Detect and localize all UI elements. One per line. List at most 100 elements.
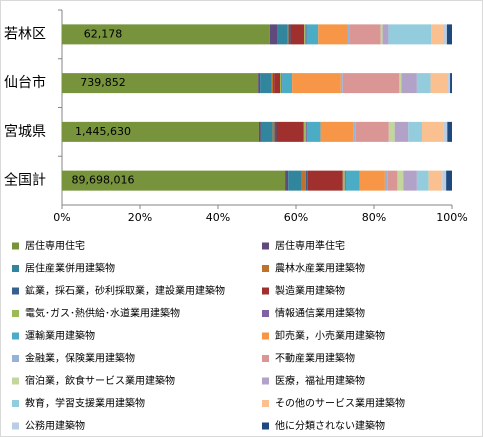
x-tick-label: 20%	[128, 211, 152, 224]
bar-segment	[318, 24, 348, 45]
bar-label: 739,852	[80, 76, 126, 89]
bar-segment	[276, 121, 304, 142]
bar-segment	[359, 170, 385, 191]
bar-segment	[306, 121, 321, 142]
bar-segment	[306, 24, 319, 45]
legend-label: 鉱業，採石業，砂利採取業，建設業用建築物	[25, 284, 225, 297]
legend-swatch	[12, 265, 19, 272]
legend-label: 不動産業用建築物	[275, 352, 355, 365]
legend-swatch	[262, 310, 269, 317]
x-tick-label: 100%	[436, 211, 467, 224]
bar-segment	[349, 24, 381, 45]
x-tick-label: 80%	[362, 211, 386, 224]
y-tick-label: 仙台市	[4, 74, 46, 91]
legend-label: 居住専用準住宅	[275, 239, 345, 252]
x-tick-label: 60%	[284, 211, 308, 224]
bar-segment	[305, 170, 308, 191]
bar-segment	[353, 121, 356, 142]
bar-segment	[292, 73, 341, 94]
bar-segment	[62, 73, 259, 94]
x-tick-label: 0%	[53, 211, 70, 224]
legend-label: 居住専用住宅	[25, 239, 85, 252]
bar-segment	[384, 170, 388, 191]
bar-segment	[347, 24, 350, 45]
bar-segment	[282, 73, 293, 94]
bar-segment	[285, 170, 289, 191]
legend-label: 他に分類されない建築物	[275, 419, 385, 432]
bar-segment	[431, 24, 444, 45]
bar-segment	[290, 24, 305, 45]
bar-segment	[446, 24, 452, 45]
legend-label: 医療，福祉用建築物	[275, 374, 365, 387]
bar-segment	[447, 121, 452, 142]
legend-swatch	[12, 332, 19, 340]
bar-segment	[450, 73, 452, 94]
legend-label: その他のサービス業用建築物	[275, 397, 405, 410]
bar-segment	[446, 170, 452, 191]
bar-segment	[320, 121, 354, 142]
legend-swatch	[262, 400, 269, 407]
bar-segment	[280, 73, 282, 94]
bar-segment	[428, 170, 443, 191]
bar-segment	[345, 170, 360, 191]
bar-segment	[355, 121, 389, 142]
legend-swatch	[12, 310, 19, 317]
legend-swatch	[262, 422, 269, 430]
bar-segment	[394, 121, 409, 142]
bar-segment	[258, 121, 261, 142]
bar-segment	[344, 170, 346, 191]
bar-segment	[430, 73, 449, 94]
bar-segment	[269, 24, 278, 45]
bar-segment	[260, 73, 272, 94]
legend-swatch	[262, 287, 269, 295]
bar-segment	[342, 73, 400, 94]
legend-swatch	[262, 377, 269, 385]
bar-segment	[340, 73, 343, 94]
legend-swatch	[262, 265, 269, 272]
bar-segment	[281, 73, 283, 94]
bar-segment	[62, 121, 259, 142]
bar-segment	[301, 170, 306, 191]
legend-label: 農林水産業用建築物	[275, 262, 365, 275]
bar-segment	[260, 121, 273, 142]
bar-segment	[62, 24, 270, 45]
bar-segment	[401, 73, 417, 94]
bar-segment	[62, 170, 286, 191]
bar-segment	[288, 170, 302, 191]
bar-segment	[416, 170, 429, 191]
bar-label: 62,178	[84, 27, 123, 40]
bar-segment	[277, 24, 288, 45]
legend-swatch	[262, 242, 269, 250]
bar-segment	[380, 24, 383, 45]
legend-label: 公務用建築物	[25, 419, 85, 432]
bar-segment	[387, 170, 398, 191]
bar-segment	[443, 121, 448, 142]
legend-swatch	[262, 332, 269, 340]
legend-label: 宿泊業，飲食サービス業用建築物	[25, 374, 175, 387]
y-tick-label: 若林区	[4, 26, 46, 42]
bar-segment	[305, 121, 307, 142]
y-tick-label: 全国計	[4, 172, 46, 189]
bar-segment	[274, 73, 281, 94]
bar-segment	[442, 170, 447, 191]
legend-swatch	[12, 242, 19, 250]
bar-segment	[443, 24, 447, 45]
bar-segment	[399, 73, 402, 94]
bar-segment	[271, 73, 273, 94]
bar-segment	[272, 121, 275, 142]
bar-segment	[305, 24, 307, 45]
bar-segment	[258, 73, 261, 94]
bar-segment	[408, 121, 422, 142]
legend-label: 卸売業，小売業用建築物	[275, 329, 385, 342]
legend-swatch	[12, 400, 19, 407]
bar-segment	[288, 24, 291, 45]
bar-segment	[307, 170, 343, 191]
bar-segment	[397, 170, 404, 191]
bar-segment	[421, 121, 444, 142]
bar-segment	[272, 73, 275, 94]
legend-swatch	[12, 422, 19, 430]
legend-swatch	[262, 355, 269, 362]
bar-segment	[382, 24, 389, 45]
